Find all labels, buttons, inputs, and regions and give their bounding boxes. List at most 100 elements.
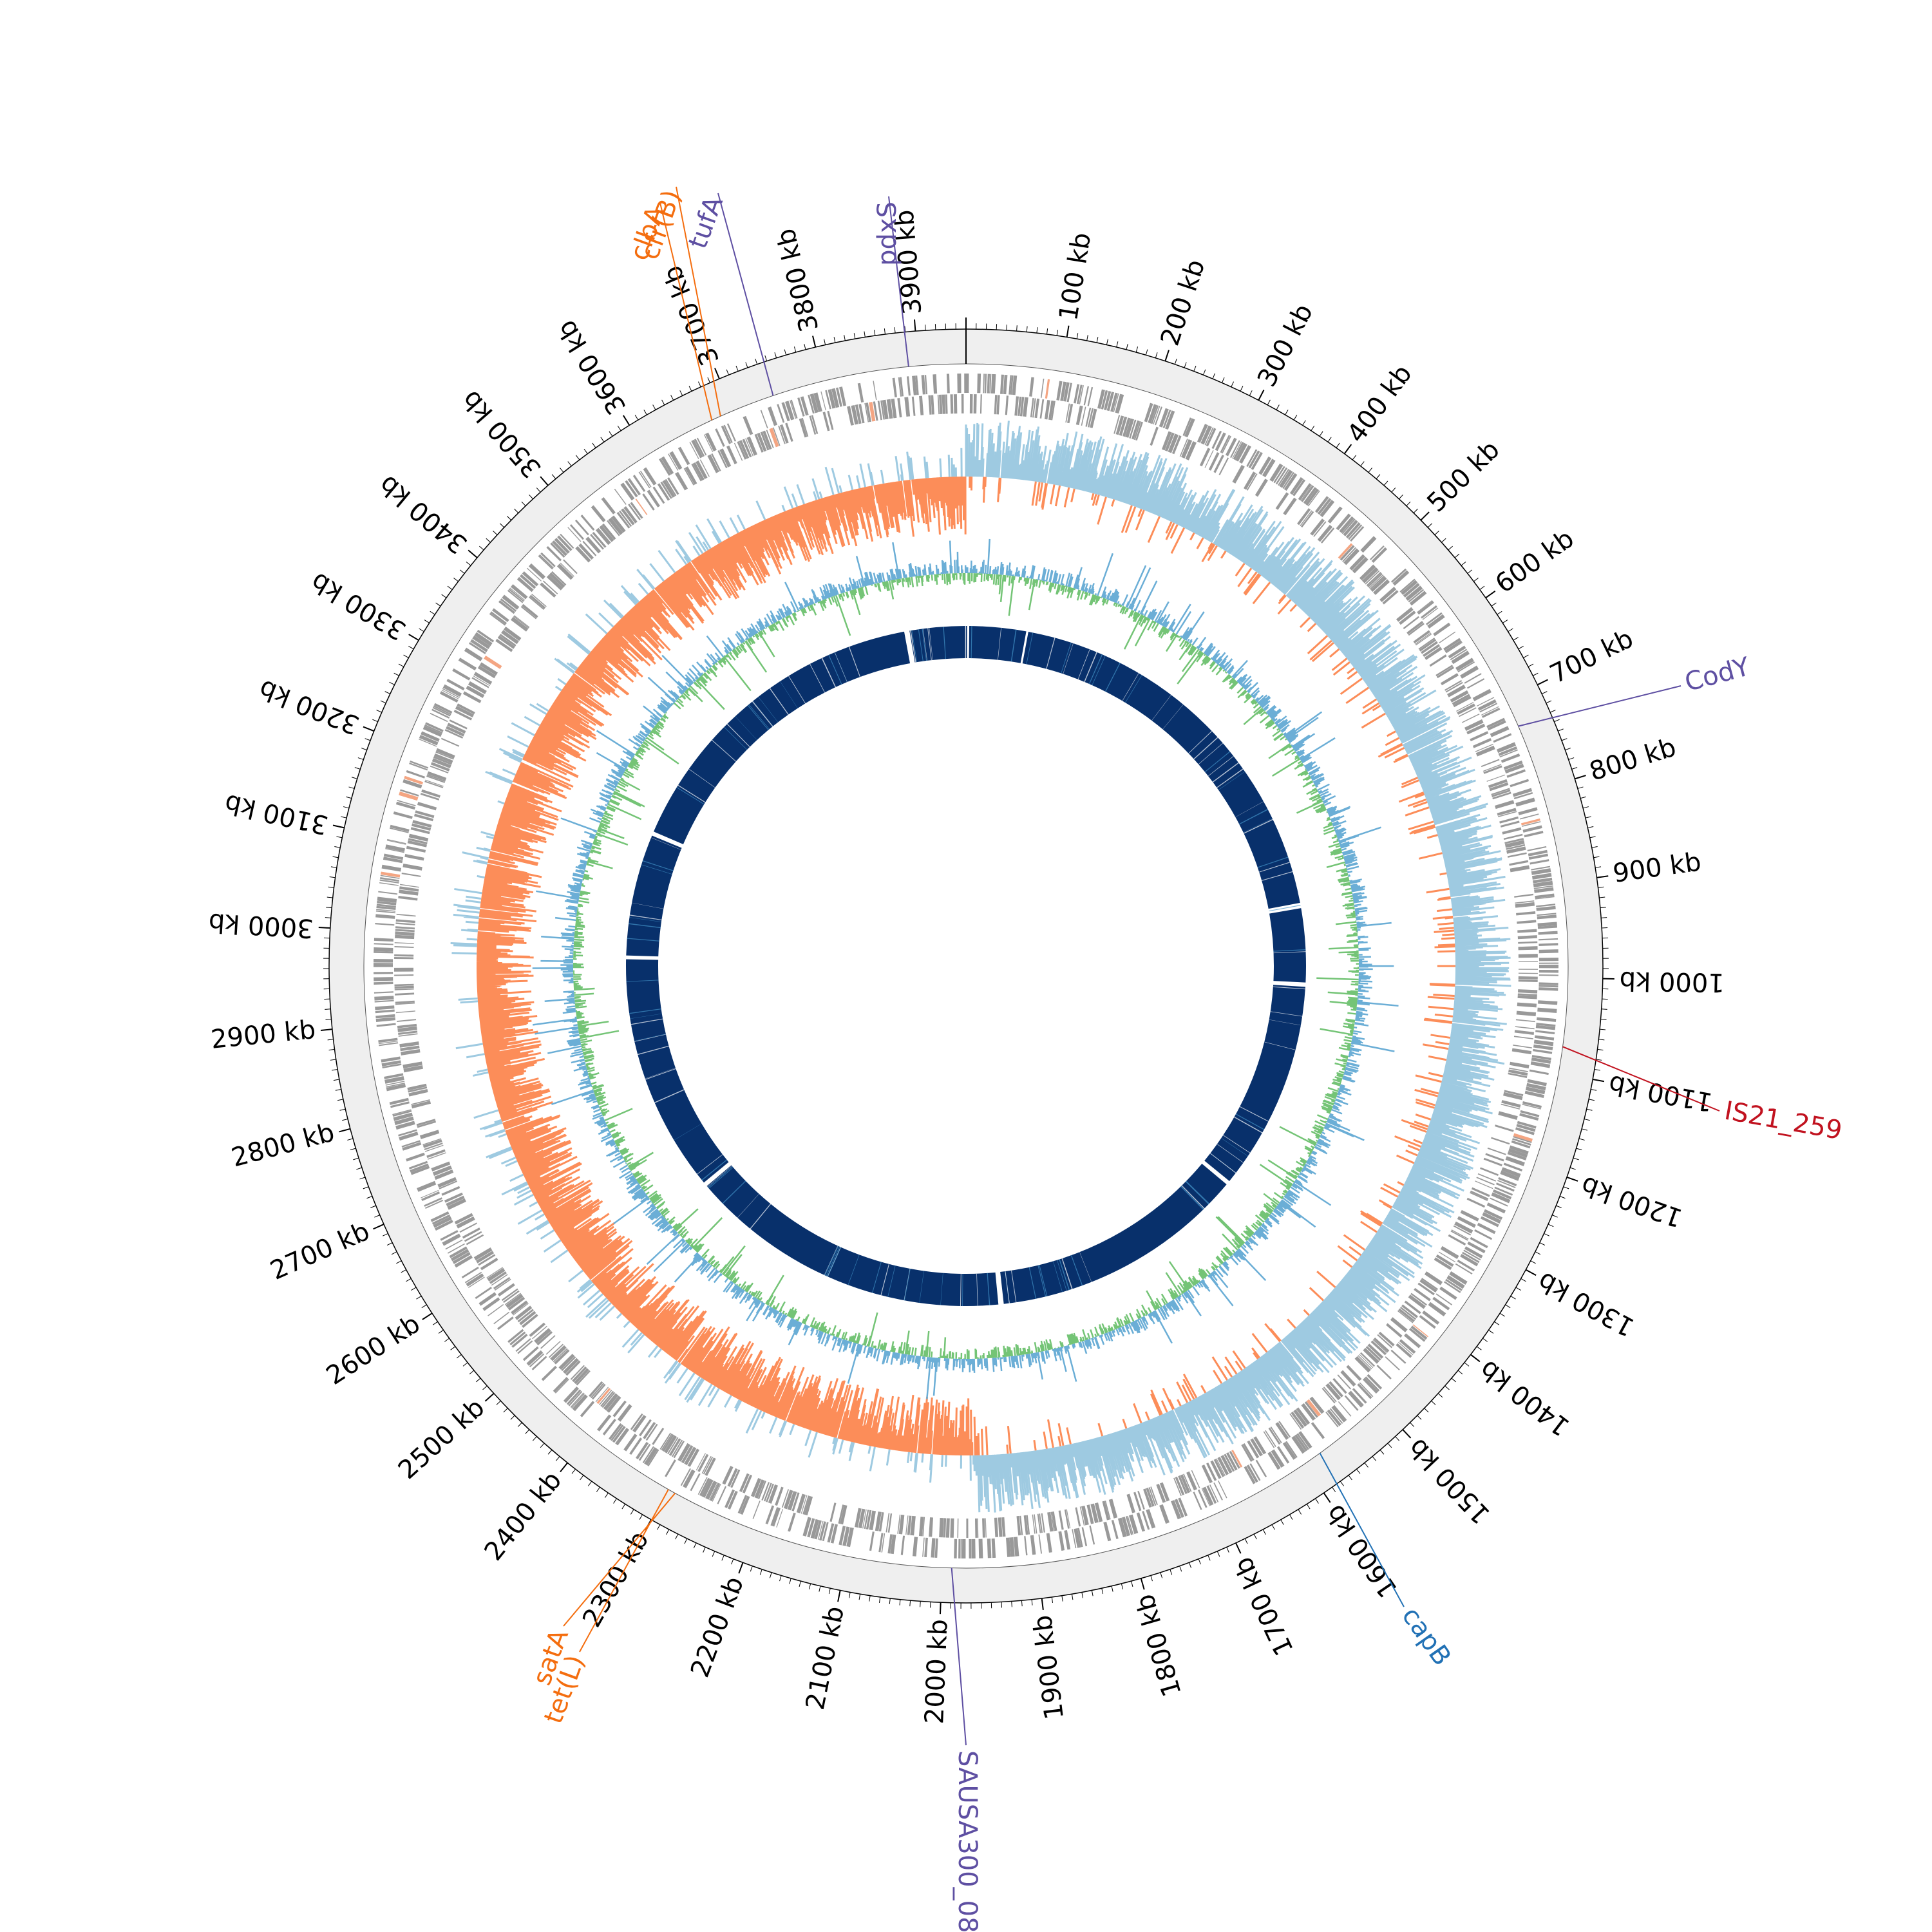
- blast-streak: [824, 1245, 839, 1276]
- gene-feature: [829, 1502, 837, 1522]
- gene-feature: [991, 1538, 996, 1558]
- gene-feature: [946, 374, 950, 393]
- minor-tick: [1001, 1602, 1003, 1608]
- gene-feature: [1165, 410, 1175, 430]
- gene-feature: [381, 864, 402, 872]
- gene-feature: [1515, 1026, 1535, 1030]
- blast-streak: [638, 1045, 669, 1056]
- gene-feature: [1501, 753, 1520, 763]
- blast-streak: [1262, 871, 1293, 881]
- gene-feature: [390, 828, 409, 833]
- gene-feature: [381, 871, 401, 878]
- gene-feature: [1470, 1190, 1489, 1200]
- gene-feature: [561, 1356, 576, 1371]
- gene-feature: [395, 929, 415, 933]
- gene-feature: [1481, 759, 1500, 768]
- gene-feature: [766, 430, 774, 449]
- minor-tick: [675, 1533, 679, 1540]
- tick-label: 3100 kb: [222, 788, 331, 840]
- gene-feature: [691, 464, 702, 482]
- gene-feature: [433, 753, 453, 764]
- gene-feature: [479, 662, 498, 676]
- gene-feature: [1498, 746, 1517, 756]
- gene-feature: [1537, 922, 1557, 927]
- gene-feature: [377, 896, 397, 903]
- gene-feature: [482, 1297, 500, 1311]
- gene-feature: [1417, 600, 1434, 615]
- gene-feature: [1003, 374, 1008, 395]
- gene-feature: [1279, 469, 1293, 488]
- gene-feature: [1539, 938, 1558, 941]
- gene-feature: [1232, 441, 1242, 459]
- gene-feature: [703, 434, 714, 452]
- gene-feature: [1317, 524, 1333, 542]
- gene-feature: [994, 395, 998, 415]
- gene-feature: [1336, 513, 1351, 531]
- blast-streak: [976, 1273, 978, 1306]
- gene-feature: [433, 1216, 452, 1228]
- gene-feature: [664, 1435, 677, 1454]
- gene-feature: [661, 456, 674, 475]
- gene-feature: [1372, 1339, 1388, 1353]
- gene-feature: [1085, 407, 1092, 427]
- gene-feature: [1359, 564, 1376, 581]
- gene-feature: [556, 564, 574, 580]
- minor-tick: [1319, 431, 1323, 437]
- gene-feature: [1373, 579, 1390, 595]
- gene-feature: [931, 1538, 936, 1558]
- gene-feature: [554, 538, 570, 554]
- gene-feature: [1012, 375, 1018, 395]
- minor-tick: [799, 1581, 801, 1587]
- gene-feature: [395, 931, 415, 936]
- gene-feature: [645, 1423, 658, 1441]
- gene-feature: [1034, 398, 1040, 419]
- gene-feature: [882, 399, 889, 420]
- gc-skew-negative: [476, 476, 1455, 1456]
- gene-feature: [1439, 631, 1456, 643]
- gene-feature: [534, 1328, 551, 1344]
- gene-feature: [1470, 1191, 1488, 1201]
- gene-feature: [1390, 1317, 1408, 1332]
- gene-feature: [1535, 1030, 1555, 1034]
- gene-feature: [831, 388, 840, 408]
- gene-feature: [440, 1230, 459, 1241]
- tick-label: 1800 kb: [1130, 1591, 1188, 1700]
- gene-feature: [403, 1065, 423, 1073]
- gene-feature: [397, 1026, 417, 1032]
- gene-feature: [450, 1249, 469, 1262]
- gene-feature: [540, 582, 556, 598]
- gene-feature: [1538, 931, 1558, 935]
- gene-feature: [1314, 496, 1329, 513]
- gene-feature: [1030, 1535, 1036, 1555]
- blast-streak: [748, 704, 770, 730]
- gene-feature: [1320, 500, 1335, 518]
- gene-feature: [696, 460, 708, 479]
- gene-feature: [1482, 764, 1502, 772]
- blast-streak: [943, 627, 946, 659]
- gene-feature: [1087, 386, 1094, 406]
- gene-feature: [724, 1489, 735, 1508]
- gene-feature: [462, 1227, 480, 1239]
- tick-label: 2400 kb: [478, 1466, 567, 1566]
- gene-feature: [1146, 1509, 1156, 1529]
- gene-feature: [1186, 1471, 1197, 1491]
- minor-tick: [1253, 1533, 1257, 1540]
- gene-feature: [1111, 1520, 1119, 1539]
- gene-feature: [375, 1005, 395, 1010]
- blast-streak: [1028, 1267, 1037, 1299]
- gene-feature: [528, 563, 545, 580]
- gene-feature: [433, 703, 453, 714]
- gene-feature: [1184, 418, 1195, 438]
- blast-streak: [758, 696, 779, 723]
- minor-tick: [1515, 1287, 1521, 1291]
- gene-feature: [430, 765, 449, 773]
- gene-feature: [1460, 665, 1479, 679]
- gene-feature: [667, 1437, 679, 1455]
- minor-tick: [1174, 359, 1177, 365]
- gene-feature: [1428, 1302, 1446, 1317]
- major-tick: [738, 1562, 744, 1574]
- minor-tick: [1021, 1600, 1023, 1607]
- gene-feature: [375, 923, 395, 926]
- gene-feature: [395, 1002, 415, 1005]
- gene-feature: [1476, 697, 1495, 707]
